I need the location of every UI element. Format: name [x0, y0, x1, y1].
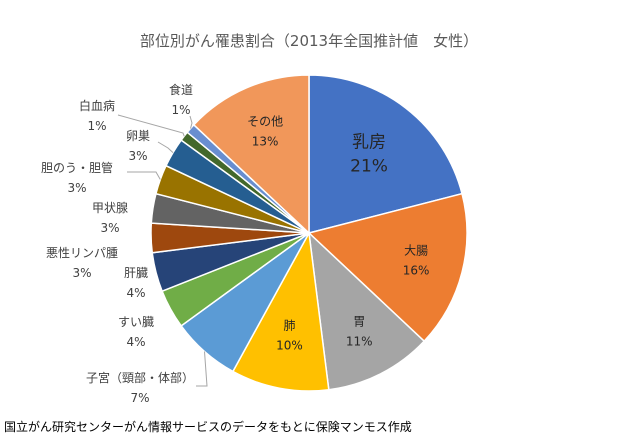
- slice-value-label: 3%: [67, 181, 86, 195]
- slice-label: 乳房: [352, 133, 386, 153]
- slice-label: 悪性リンパ腫: [46, 246, 118, 260]
- leader-line: [189, 115, 193, 129]
- slice-label: 胃: [353, 315, 365, 329]
- slice-label: すい臓: [118, 315, 154, 329]
- leader-line: [196, 351, 208, 387]
- slice-label: 胆のう・胆管: [41, 160, 113, 175]
- slice-label: 肺: [283, 318, 295, 332]
- pie-slices: [150, 74, 468, 392]
- slice-value-label: 4%: [126, 286, 145, 300]
- slice-label: 子宮（頸部・体部）: [86, 370, 194, 385]
- slice-labels: 乳房 21% 大腸 16% 胃 11% 肺 10% 子宮（頸部・体部） 7% すい臓 4% 肝臓 4% 悪性…: [41, 82, 429, 405]
- slice-label: 肝臓: [124, 266, 148, 280]
- slice-value-label: 1%: [171, 103, 190, 117]
- slice-value-label: 7%: [130, 391, 149, 405]
- slice-value-label: 1%: [87, 119, 106, 133]
- slice-label: 卵巣: [126, 129, 150, 143]
- slice-label: その他: [247, 114, 283, 128]
- slice-value-label: 16%: [403, 264, 430, 278]
- slice-value-label: 3%: [128, 149, 147, 163]
- source-note: 国立がん研究センターがん情報サービスのデータをもとに保険マンモス作成: [4, 420, 412, 434]
- pie-slice: [307, 231, 426, 391]
- slice-value-label: 3%: [72, 266, 91, 280]
- slice-label: 白血病: [79, 98, 115, 113]
- pie-slice: [231, 230, 330, 392]
- slice-value-label: 4%: [126, 335, 145, 349]
- slice-value-label: 21%: [350, 157, 388, 177]
- chart-title: 部位別がん罹患割合（2013年全国推計値 女性）: [140, 32, 478, 50]
- slice-value-label: 10%: [276, 338, 303, 352]
- leader-line: [127, 171, 161, 180]
- slice-label: 甲状腺: [92, 201, 128, 215]
- slice-value-label: 13%: [252, 134, 279, 148]
- leader-line: [157, 141, 174, 153]
- leader-line: [117, 114, 185, 137]
- slice-value-label: 3%: [100, 221, 119, 235]
- leader-lines: [117, 114, 208, 387]
- pie-slice: [192, 74, 310, 235]
- pie-slice: [308, 74, 463, 234]
- slice-label: 食道: [169, 82, 193, 97]
- slice-label: 大腸: [404, 244, 428, 258]
- pie-slice: [307, 192, 468, 343]
- slice-value-label: 11%: [346, 335, 373, 349]
